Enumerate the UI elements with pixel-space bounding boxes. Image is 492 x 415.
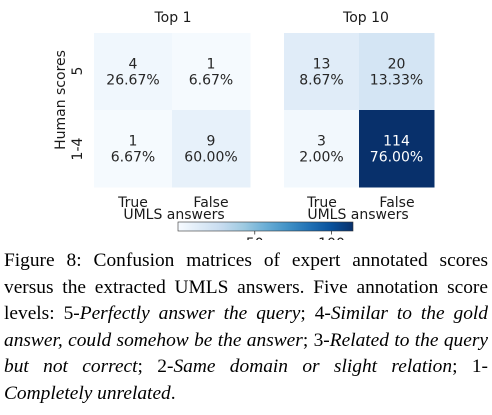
heatmap-top1-cell-5-false-percent: 6.67% xyxy=(189,73,233,89)
caption-level-prefix: 5- xyxy=(63,303,80,324)
colorbar-gradient xyxy=(177,221,354,232)
caption-level-text: Related to the query but not correct xyxy=(4,329,488,378)
heatmap-top1-xtick-false: False xyxy=(193,195,228,211)
colorbar: 50 100 xyxy=(177,221,354,240)
caption-level-prefix: 3- xyxy=(313,329,330,351)
heatmap-top1-cell-1-4-true-percent: 6.67% xyxy=(111,150,155,166)
caption-level-prefix: 1- xyxy=(471,356,488,377)
heatmap-top1-cell-1-4-false-percent: 60.00% xyxy=(184,150,237,166)
heatmap-top10-cell-1-4-false-percent: 76.00% xyxy=(370,150,423,166)
colorbar-tick-label-100: 100 xyxy=(318,236,345,240)
heatmap-top1-cell-5-true-percent: 26.67% xyxy=(106,73,159,89)
heatmap-top1-xtick-true: True xyxy=(117,195,148,211)
heatmap-top1-cell-5-true xyxy=(94,33,173,111)
caption-level-separator: . xyxy=(170,382,176,404)
heatmap-top1-xlabel: UMLS answers xyxy=(123,207,224,223)
heatmap-top1-cell-1-4-true-count: 1 xyxy=(129,134,138,150)
caption-level-prefix: 2- xyxy=(157,356,174,377)
caption-level-separator: ; xyxy=(137,356,158,377)
heatmap-top10-cell-1-4-false xyxy=(359,110,435,188)
caption-level-separator: ; xyxy=(300,303,315,324)
caption-levels: 5-Perfectly answer the query; 4-Similar … xyxy=(4,303,488,404)
caption-level-prefix: 4- xyxy=(314,303,331,324)
heatmap-top10-cell-5-true xyxy=(284,33,360,111)
heatmap-top1-cell-5-false xyxy=(172,33,251,111)
heatmap-top1-title: Top 1 xyxy=(154,10,192,26)
caption-level-text: Similar to the gold answer, could someho… xyxy=(4,303,489,351)
caption-intro: Confusion matrices of expert annotated s… xyxy=(4,250,489,324)
heatmap-top10-cell-5-true-count: 13 xyxy=(313,57,331,73)
heatmap-top1-ytick-1-4: 1-4 xyxy=(70,137,86,160)
heatmap-top1: Top 1 426.67%16.67%16.67%960.00% Human s… xyxy=(53,10,251,223)
heatmap-top10-cell-1-4-false-count: 114 xyxy=(383,134,410,150)
heatmap-top10-cell-1-4-true-percent: 2.00% xyxy=(299,150,343,166)
caption-level-separator: ; xyxy=(302,329,314,351)
heatmap-top1-cell-1-4-true xyxy=(94,110,173,188)
heatmap-top1-cell-5-false-count: 1 xyxy=(207,57,216,73)
caption-level-text: Same domain or slight relation xyxy=(173,356,453,377)
heatmap-top10-cell-1-4-true xyxy=(284,110,360,188)
heatmap-top10-xtick-true: True xyxy=(306,195,337,211)
heatmap-top1-cell-5-true-count: 4 xyxy=(129,57,138,73)
caption-label: Figure 8: xyxy=(4,250,82,271)
heatmap-top10-cell-5-false xyxy=(359,33,435,111)
confusion-matrix-figure: Top 1 426.67%16.67%16.67%960.00% Human s… xyxy=(53,10,435,240)
heatmap-top10-cell-5-false-percent: 13.33% xyxy=(370,73,423,89)
heatmap-top10-cell-1-4-true-count: 3 xyxy=(317,134,326,150)
heatmap-top1-cell-1-4-false xyxy=(172,110,251,188)
heatmap-top10-cell-5-false-count: 20 xyxy=(388,57,406,73)
heatmap-top1-ylabel: Human scores xyxy=(53,50,69,150)
heatmap-top1-cell-1-4-false-count: 9 xyxy=(207,134,216,150)
heatmap-top10-xlabel: UMLS answers xyxy=(307,207,408,223)
heatmap-top1-cells: 426.67%16.67%16.67%960.00% xyxy=(94,33,251,188)
heatmap-top10-title: Top 10 xyxy=(342,10,389,26)
heatmap-top10-cell-5-true-percent: 8.67% xyxy=(299,73,343,89)
caption-level-separator: ; xyxy=(452,356,472,377)
figure-caption: Figure 8: Confusion matrices of expert a… xyxy=(4,248,488,407)
colorbar-tick-label-50: 50 xyxy=(246,236,264,240)
caption-level-text: Perfectly answer the query xyxy=(79,303,301,324)
colorbar-ticks: 50 100 xyxy=(246,231,345,240)
caption-level-text: Completely unrelated xyxy=(4,382,171,404)
heatmap-top1-ytick-5: 5 xyxy=(70,67,86,76)
heatmap-top10-xtick-false: False xyxy=(379,195,414,211)
